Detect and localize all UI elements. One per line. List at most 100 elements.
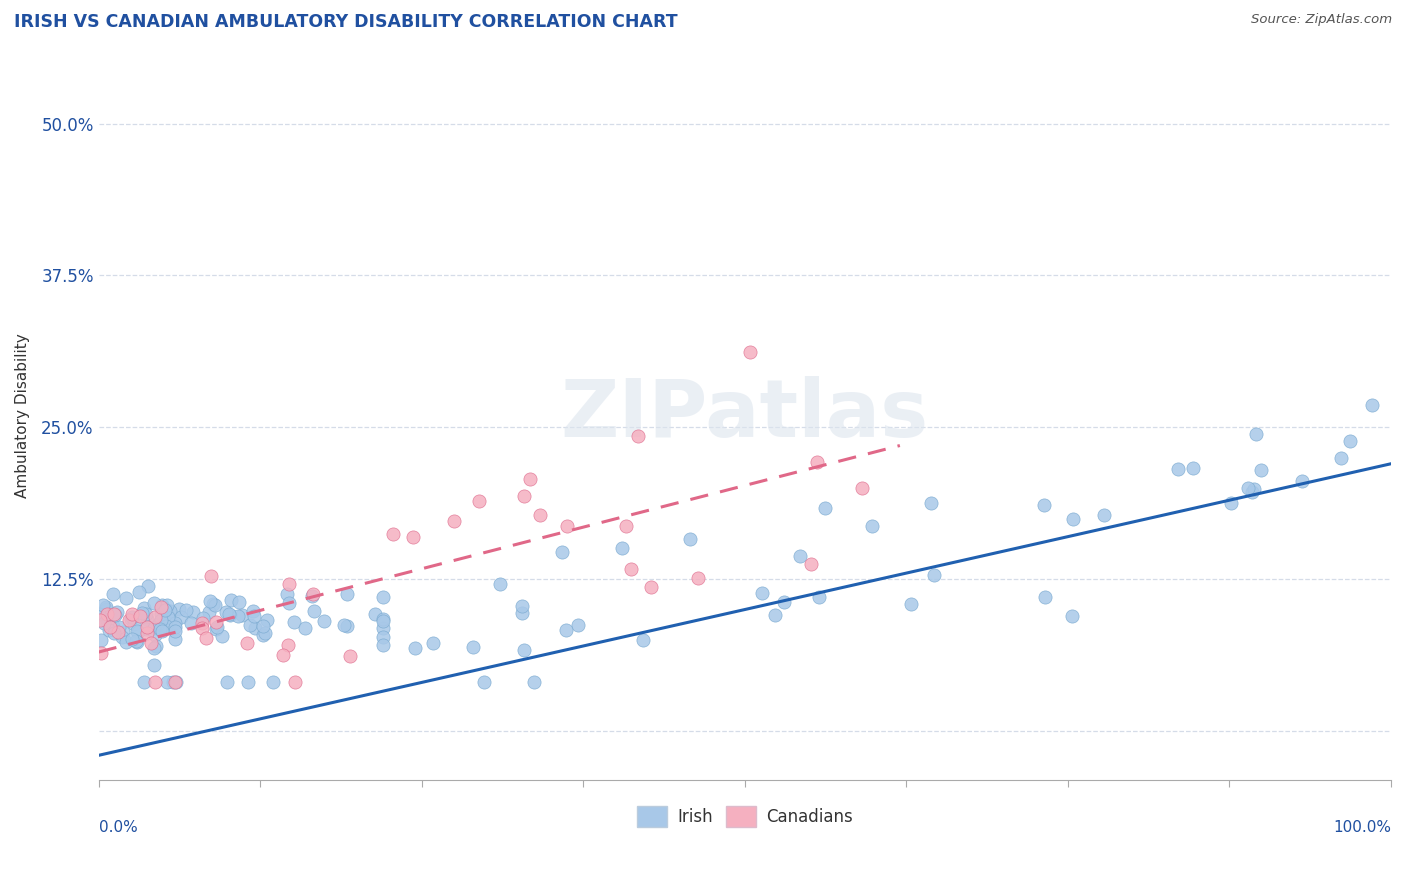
Point bbox=[302, 587, 325, 601]
Point bbox=[198, 594, 221, 608]
Point bbox=[302, 604, 325, 618]
Point bbox=[262, 675, 284, 690]
Point bbox=[243, 609, 266, 624]
Point bbox=[142, 621, 165, 635]
Point bbox=[105, 605, 128, 619]
Point bbox=[1182, 460, 1205, 475]
Point bbox=[205, 615, 228, 630]
Point bbox=[277, 638, 299, 652]
Legend: Irish, Canadians: Irish, Canadians bbox=[630, 799, 859, 833]
Point bbox=[103, 625, 125, 640]
Point bbox=[120, 612, 142, 626]
Point bbox=[922, 568, 945, 582]
Point bbox=[1092, 508, 1115, 522]
Point bbox=[851, 481, 873, 495]
Point bbox=[125, 635, 148, 649]
Point bbox=[231, 607, 253, 622]
Point bbox=[165, 675, 187, 690]
Point bbox=[529, 508, 551, 522]
Point bbox=[228, 609, 250, 624]
Text: 100.0%: 100.0% bbox=[1333, 820, 1391, 835]
Point bbox=[96, 615, 118, 629]
Point bbox=[557, 519, 579, 533]
Point bbox=[162, 675, 184, 690]
Point bbox=[135, 612, 157, 626]
Point bbox=[215, 605, 238, 619]
Point bbox=[149, 613, 172, 627]
Point bbox=[191, 611, 214, 625]
Text: Source: ZipAtlas.com: Source: ZipAtlas.com bbox=[1251, 13, 1392, 27]
Point bbox=[170, 610, 193, 624]
Point bbox=[204, 599, 226, 613]
Point bbox=[1220, 496, 1243, 510]
Point bbox=[150, 600, 173, 615]
Point bbox=[90, 646, 112, 660]
Point bbox=[332, 617, 354, 632]
Point bbox=[103, 607, 125, 621]
Point bbox=[125, 624, 148, 639]
Point bbox=[143, 675, 166, 690]
Point bbox=[806, 454, 828, 468]
Point bbox=[371, 614, 394, 628]
Point bbox=[112, 624, 135, 639]
Text: ZIPatlas: ZIPatlas bbox=[561, 376, 929, 454]
Point bbox=[176, 603, 198, 617]
Point bbox=[256, 613, 278, 627]
Point bbox=[152, 601, 174, 615]
Point bbox=[114, 591, 136, 606]
Point bbox=[191, 621, 214, 635]
Point bbox=[278, 577, 301, 591]
Point bbox=[143, 658, 166, 673]
Point bbox=[336, 619, 359, 633]
Point bbox=[221, 593, 243, 607]
Text: 0.0%: 0.0% bbox=[98, 820, 138, 835]
Point bbox=[148, 616, 170, 631]
Point bbox=[550, 545, 572, 559]
Point bbox=[461, 640, 484, 654]
Point bbox=[180, 616, 202, 631]
Point bbox=[143, 610, 166, 624]
Point bbox=[143, 640, 166, 655]
Point bbox=[254, 626, 277, 640]
Point bbox=[115, 634, 138, 648]
Point bbox=[860, 518, 883, 533]
Point bbox=[205, 622, 228, 636]
Point bbox=[152, 624, 174, 639]
Point bbox=[301, 589, 323, 603]
Point bbox=[1339, 434, 1361, 448]
Point bbox=[87, 607, 110, 621]
Point bbox=[143, 596, 166, 610]
Point bbox=[215, 675, 238, 690]
Point bbox=[135, 620, 157, 634]
Point bbox=[165, 675, 187, 690]
Point bbox=[103, 619, 125, 633]
Point bbox=[335, 587, 357, 601]
Point bbox=[242, 604, 264, 618]
Point bbox=[371, 639, 394, 653]
Point bbox=[1236, 481, 1258, 495]
Point bbox=[1243, 482, 1265, 496]
Point bbox=[207, 620, 229, 634]
Point bbox=[97, 623, 120, 637]
Point bbox=[294, 621, 316, 635]
Point bbox=[127, 624, 149, 639]
Point bbox=[153, 602, 176, 616]
Point bbox=[155, 675, 177, 690]
Point bbox=[101, 587, 124, 601]
Point bbox=[121, 632, 143, 646]
Point bbox=[165, 620, 187, 634]
Point bbox=[89, 613, 111, 627]
Point bbox=[128, 585, 150, 599]
Point bbox=[920, 496, 942, 510]
Point bbox=[159, 613, 181, 627]
Point bbox=[612, 541, 634, 555]
Point bbox=[98, 620, 121, 634]
Point bbox=[155, 602, 177, 616]
Point bbox=[765, 607, 787, 622]
Point bbox=[404, 641, 426, 656]
Point bbox=[554, 623, 576, 637]
Point bbox=[135, 607, 157, 621]
Point bbox=[284, 675, 307, 690]
Point bbox=[807, 590, 830, 604]
Point bbox=[149, 607, 172, 621]
